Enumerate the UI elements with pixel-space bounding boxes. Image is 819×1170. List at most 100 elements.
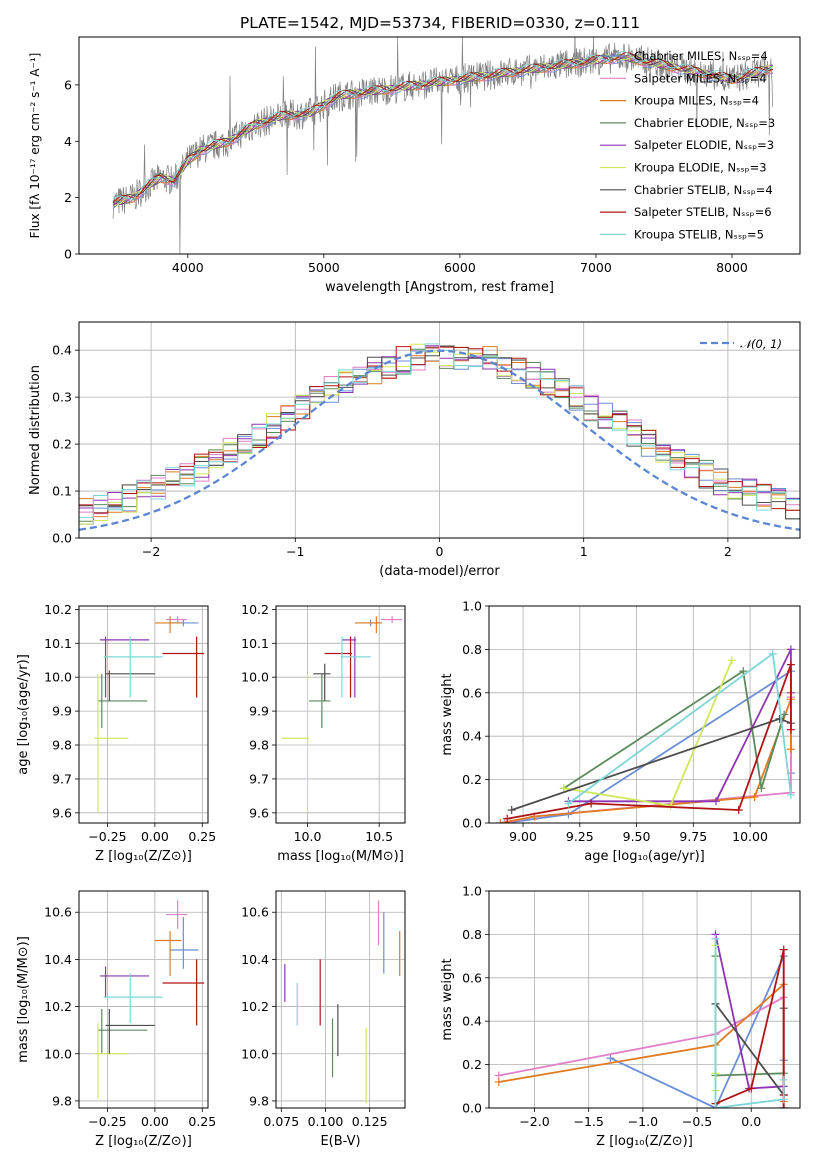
x-tick-label: 9.00 xyxy=(509,829,537,844)
x-axis-label: Z [log₁₀(Z/Z⊙)] xyxy=(95,1134,192,1149)
mass-weight-line xyxy=(498,982,785,1102)
observed-spectrum-line xyxy=(112,37,773,254)
data-point-marker xyxy=(779,1104,788,1108)
data-point-marker xyxy=(779,1075,788,1084)
mass-weight-line xyxy=(507,664,792,820)
data-point-marker xyxy=(496,819,505,823)
residual-histogram xyxy=(79,343,800,518)
y-axis-label: Normed distribution xyxy=(28,365,43,495)
plot-area xyxy=(489,891,800,1108)
data-point-marker xyxy=(494,1077,503,1086)
x-tick-label: 10.5 xyxy=(365,829,393,844)
y-tick-label: 0.0 xyxy=(52,531,72,546)
legend-entry: Kroupa MILES, Nₛₛₚ=4 xyxy=(634,94,759,108)
mass-weight-line xyxy=(714,1003,785,1098)
y-tick-label: 0.1 xyxy=(52,484,72,499)
x-axis-label: mass [log₁₀(M/M⊙)] xyxy=(277,849,404,864)
x-tick-label: 9.50 xyxy=(623,829,651,844)
x-tick-label: −1.0 xyxy=(628,1114,658,1129)
y-tick-label: 2 xyxy=(64,190,72,205)
y-tick-label: 10.1 xyxy=(241,636,269,651)
model-spectrum-line xyxy=(112,54,773,206)
panel-massweight-vs-Z: −2.0 −1.5 −1.0 −0.5 0.0 0.0 0.2 0.4 0.6 0.8 1.0 Z [… xyxy=(440,884,801,1149)
x-tick-label: 0.075 xyxy=(263,1114,299,1129)
panel-residuals: −2 −1 0 1 2 0.0 0.1 0.2 0.3 0.4 (data-model)/error… xyxy=(28,321,801,579)
y-tick-label: 0.4 xyxy=(462,729,482,744)
y-tick-label: 0.6 xyxy=(462,685,482,700)
x-tick-label: 1 xyxy=(580,544,588,559)
data-point-marker xyxy=(786,790,795,799)
x-tick-label: 6000 xyxy=(444,260,476,275)
legend-entry: Chabrier STELIB, Nₛₛₚ=4 xyxy=(634,183,773,197)
y-tick-label: 0.0 xyxy=(462,1101,482,1116)
y-tick-label: 10.2 xyxy=(241,602,269,617)
mass-weight-line xyxy=(567,652,792,805)
legend-entry: Salpeter ELODIE, Nₛₛₚ=3 xyxy=(634,138,774,152)
data-point-marker xyxy=(500,819,509,823)
y-tick-label: 10.6 xyxy=(44,905,72,920)
y-tick-label: 9.8 xyxy=(249,738,269,753)
mass-weight-line xyxy=(504,697,792,823)
data-point-marker xyxy=(711,934,720,943)
y-tick-label: 10.6 xyxy=(241,905,269,920)
y-tick-label: 10.1 xyxy=(44,636,72,651)
y-tick-label: 9.7 xyxy=(249,771,269,786)
y-tick-label: 0.8 xyxy=(462,642,482,657)
y-tick-label: 10.2 xyxy=(44,999,72,1014)
axes-frame xyxy=(78,890,209,1109)
x-axis-label: (data-model)/error xyxy=(379,564,500,579)
axes-frame xyxy=(78,605,209,824)
legend-entry: Salpeter MILES, Nₛₛₚ=4 xyxy=(634,71,767,85)
mass-weight-line xyxy=(504,669,792,823)
y-tick-label: 0.8 xyxy=(462,927,482,942)
data-point-marker xyxy=(727,656,736,665)
y-tick-label: 1.0 xyxy=(462,884,482,899)
x-tick-label: −2 xyxy=(142,544,160,559)
y-tick-label: 9.7 xyxy=(52,771,72,786)
panel-age-vs-mass: 10.0 10.5 9.6 9.7 9.8 9.9 10.0 10.1 10.2 mass [lo… xyxy=(241,602,406,864)
plot-area xyxy=(112,37,774,254)
data-point-marker xyxy=(711,1104,720,1108)
axes-frame xyxy=(488,605,801,824)
legend-entry: Kroupa ELODIE, Nₛₛₚ=3 xyxy=(634,161,767,175)
data-point-marker xyxy=(786,725,795,734)
y-tick-label: 9.9 xyxy=(52,704,72,719)
y-tick-label: 0.2 xyxy=(462,1057,482,1072)
plot-area xyxy=(489,606,800,823)
data-point-marker xyxy=(779,1095,788,1104)
data-point-marker xyxy=(712,797,721,806)
y-tick-label: 0.2 xyxy=(462,772,482,787)
panel-spectrum: 4000 5000 6000 7000 8000 0 2 4 6 wavelength [Angs… xyxy=(28,36,801,295)
data-point-marker xyxy=(587,799,596,808)
x-tick-label: −0.5 xyxy=(682,1114,712,1129)
panel-age-vs-Z: −0.25 0.00 0.25 9.6 9.7 9.8 9.9 10.0 10.1 10.2 Z [… xyxy=(16,602,216,864)
data-point-marker xyxy=(786,745,795,754)
x-tick-label: 0.00 xyxy=(141,829,169,844)
data-point-marker xyxy=(747,1084,756,1093)
x-tick-label: 0.100 xyxy=(308,1114,344,1129)
residual-histogram xyxy=(79,343,800,525)
y-tick-label: 1.0 xyxy=(462,599,482,614)
y-axis-label: mass weight xyxy=(440,958,455,1040)
y-tick-label: 0.0 xyxy=(462,816,482,831)
y-tick-label: 0.4 xyxy=(52,343,72,358)
axes-frame xyxy=(488,890,801,1109)
model-spectrum-line xyxy=(112,54,774,205)
x-tick-label: 7000 xyxy=(580,260,612,275)
y-tick-label: 10.0 xyxy=(44,670,72,685)
legend-entry: Chabrier MILES, Nₛₛₚ=4 xyxy=(634,49,768,63)
x-tick-label: 10.0 xyxy=(294,829,322,844)
x-tick-label: 0 xyxy=(436,544,444,559)
y-tick-label: 10.0 xyxy=(241,670,269,685)
axes-frame xyxy=(275,605,406,824)
plot-area xyxy=(276,891,405,1108)
model-spectrum-line xyxy=(112,50,774,200)
data-point-marker xyxy=(564,799,573,808)
y-axis-label: Flux [fλ 10⁻¹⁷ erg cm⁻² s⁻¹ A⁻¹] xyxy=(28,53,42,239)
y-axis-label: mass [log₁₀(M/M⊙)] xyxy=(16,936,31,1063)
x-axis-label: Z [log₁₀(Z/Z⊙)] xyxy=(596,1134,693,1149)
x-tick-label: 9.25 xyxy=(566,829,594,844)
plot-area xyxy=(79,891,208,1108)
y-tick-label: 10.4 xyxy=(44,952,72,967)
data-point-marker xyxy=(606,1054,615,1063)
